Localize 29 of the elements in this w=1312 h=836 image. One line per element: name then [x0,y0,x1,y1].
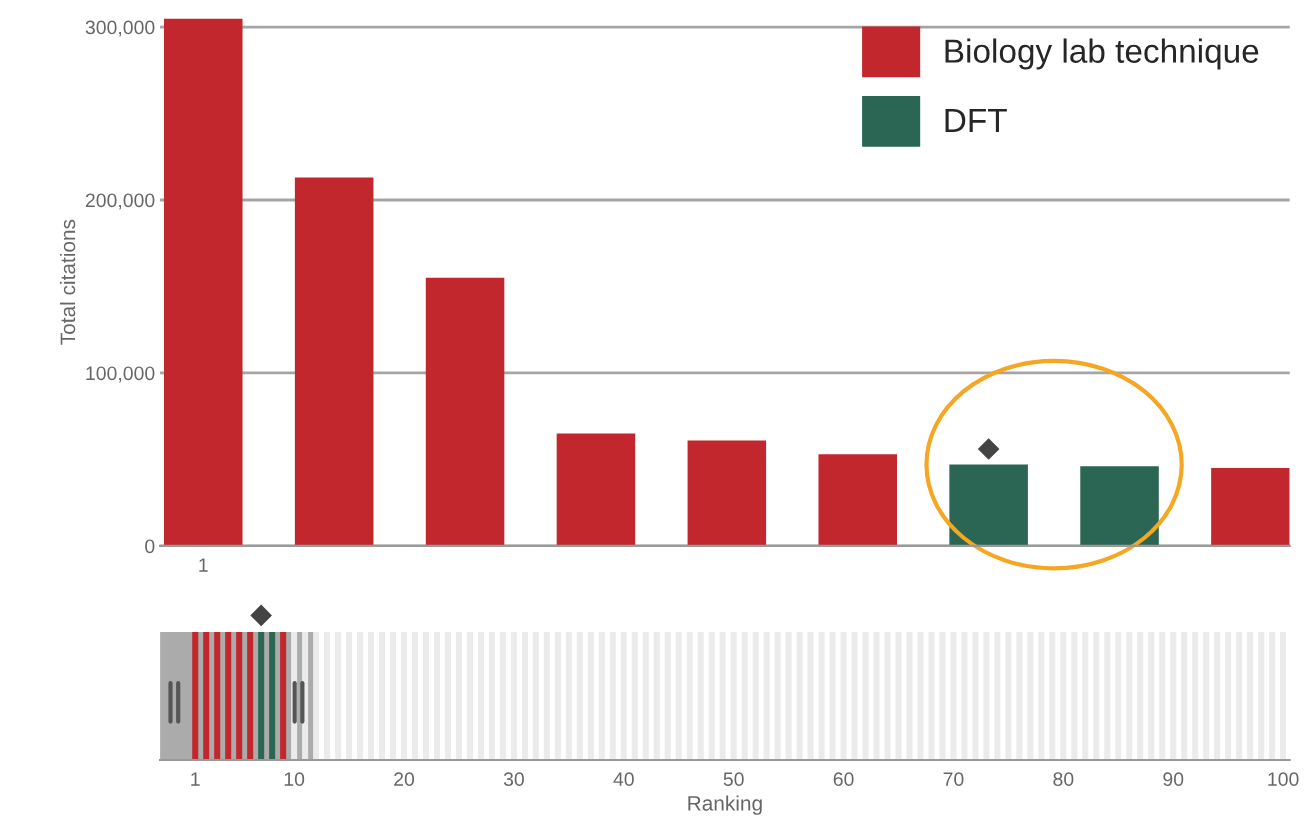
x-tick-label: 60 [833,772,854,787]
y-tick-label: 300,000 [85,20,155,37]
bar [1211,468,1290,546]
y-axis-title: Total citations [59,219,76,345]
bar [163,18,243,546]
bar [1080,466,1159,546]
bar [294,177,374,546]
bar [687,440,767,546]
bar [425,277,505,546]
x-axis-title: Ranking [688,795,762,815]
legend-label: Biology lab technique [945,38,1259,70]
x-tick-label: 20 [394,772,415,787]
x-tick-label: 90 [1163,772,1184,787]
y-tick-label: 0 [145,539,155,554]
x-tick-label: 30 [503,772,524,787]
x-tick-label: 10 [284,772,305,787]
bar [818,454,898,546]
x-tick-label: 70 [943,772,964,787]
x-tick-label: 50 [723,772,744,787]
legend-label: DFT [945,109,1007,132]
bar [949,464,1028,546]
y-tick-label: 100,000 [86,366,155,383]
bar [556,433,636,546]
x-tick-label: 80 [1053,772,1074,787]
x-tick-label: 40 [613,772,634,787]
x-tick-label: 1 [191,772,200,786]
y-tick-label: 200,000 [85,193,155,210]
x-tick-label: 100 [1268,772,1299,787]
x-tick-label: 1 [199,558,208,572]
